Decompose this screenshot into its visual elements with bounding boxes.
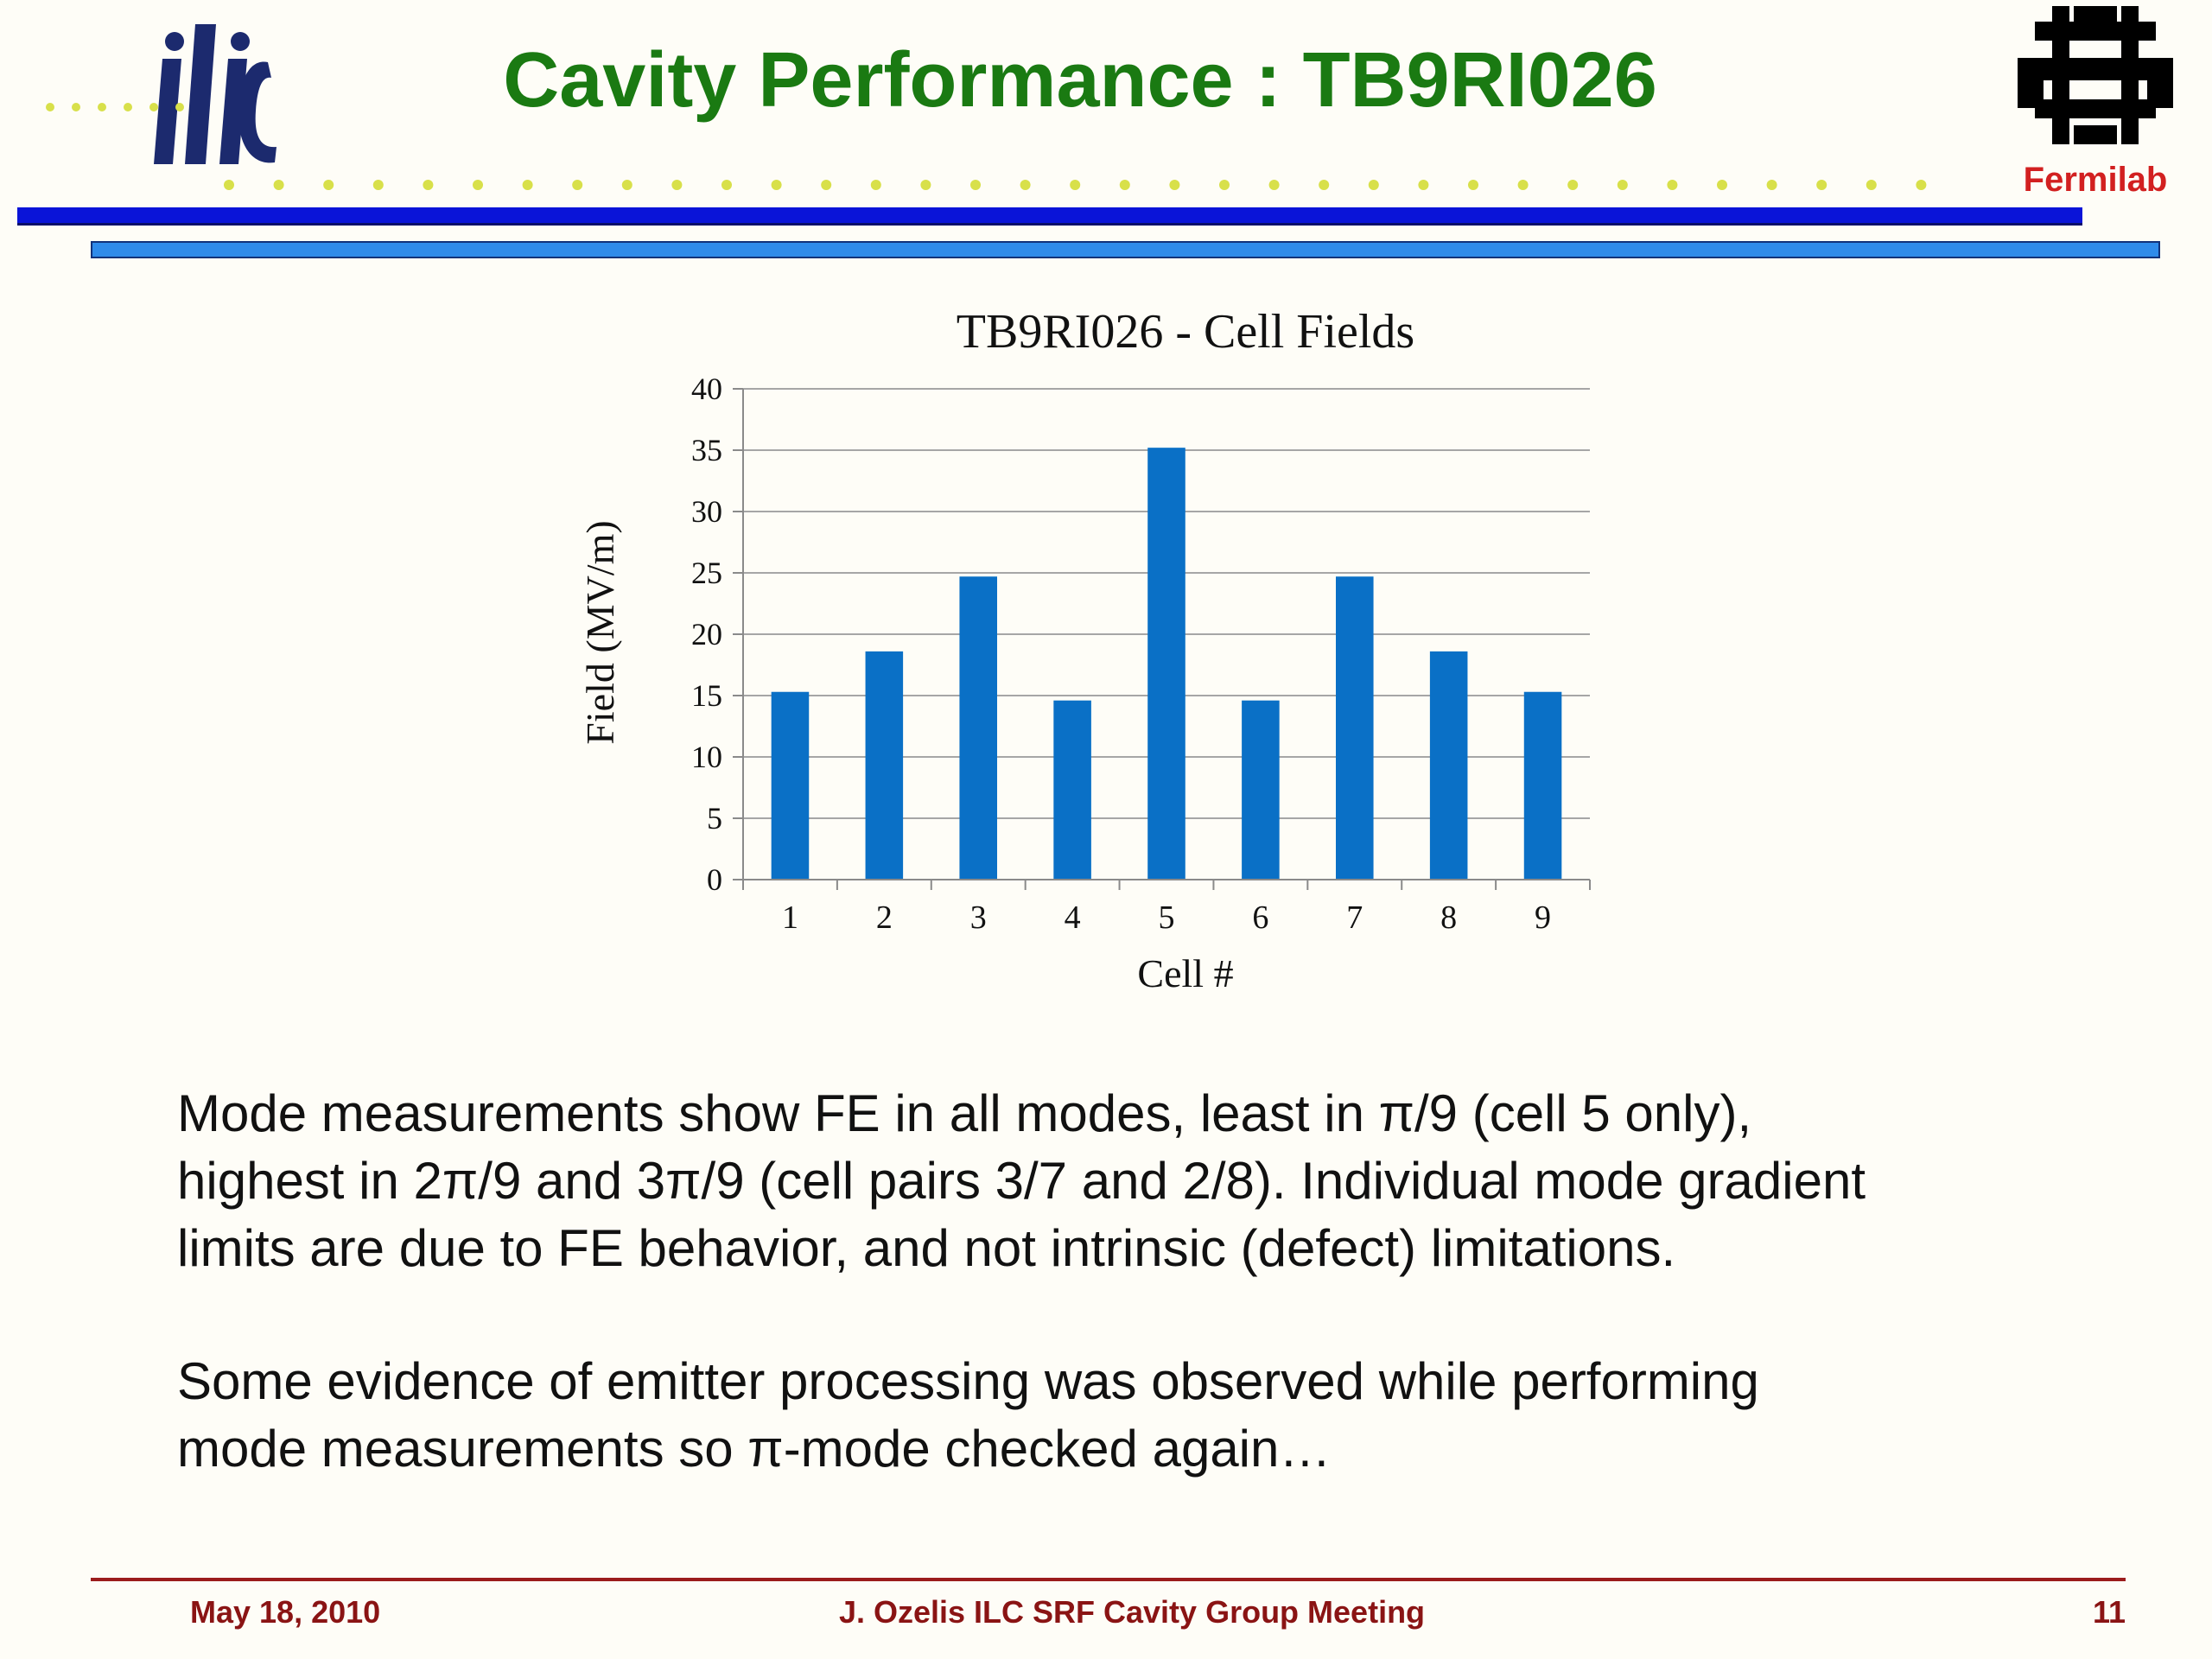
divider-dot [920,180,931,190]
footer-presenter: J. Ozelis ILC SRF Cavity Group Meeting [838,1594,1426,1630]
divider-dot [721,180,732,190]
fermilab-logo-mark [2018,6,2173,144]
body-line: Some evidence of emitter processing was … [177,1352,1759,1410]
divider-dot [1766,180,1777,190]
divider-dot [1816,180,1827,190]
divider-dot [522,180,533,190]
divider-dot [423,180,434,190]
header-divider-dark [17,207,2082,226]
footer-divider [91,1578,2126,1581]
fermilab-logo: Fermilab [1996,4,2195,199]
footer-date: May 18, 2010 [190,1594,381,1630]
y-tick-label: 0 [707,862,722,897]
x-tick-label: 9 [1535,899,1551,936]
divider-dot [1169,180,1180,190]
chart-title: TB9RI026 - Cell Fields [957,305,1414,359]
divider-dot [473,180,483,190]
y-tick-label: 20 [691,617,722,652]
divider-dot [149,103,158,111]
divider-dot [1219,180,1230,190]
chart-axes: 0 5 10 15 20 25 30 35 40 1 2 3 4 5 6 7 8 9 [691,372,1591,936]
x-tick-label: 3 [970,899,987,936]
divider-dot [970,180,981,190]
divider-dot [1916,180,1927,190]
y-tick-label: 35 [691,433,722,467]
divider-dot [572,180,583,190]
x-tick-label: 2 [876,899,893,936]
bar [771,691,810,880]
y-tick-label: 10 [691,740,722,774]
divider-dot [98,103,106,111]
divider-dot [1866,180,1877,190]
divider-dot [46,103,54,111]
bar [959,576,997,880]
divider-dot [1020,180,1031,190]
y-tick-label: 25 [691,556,722,590]
ilc-logo [154,24,276,164]
divider-dot [224,180,234,190]
x-tick-label: 7 [1346,899,1363,936]
y-tick-label: 5 [707,801,722,836]
fermilab-logo-text: Fermilab [2023,161,2168,199]
chart-x-axis-label: Cell # [1137,951,1233,995]
bar [1242,700,1280,880]
x-tick-label: 4 [1065,899,1081,936]
bar [1523,691,1562,880]
bar [1336,576,1374,880]
bar [1053,700,1091,880]
divider-dot [1070,180,1081,190]
x-tick-label: 5 [1159,899,1175,936]
header-divider-light [91,241,2160,258]
divider-dot [1119,180,1130,190]
divider-dot [870,180,881,190]
divider-dot [1319,180,1330,190]
chart-bars [771,448,1562,880]
body-paragraph-1: Mode measurements show FE in all modes, … [177,1080,2078,1282]
x-tick-label: 6 [1252,899,1268,936]
body-line: Mode measurements show FE in all modes, … [177,1084,1752,1142]
divider-dot [72,103,80,111]
bar [865,651,904,880]
divider-dot [1567,180,1579,190]
body-line: mode measurements so π-mode checked agai… [177,1420,1332,1478]
body-line: limits are due to FE behavior, and not i… [177,1219,1676,1277]
chart-y-axis-label: Field (MV/m) [578,520,622,744]
divider-dot [1468,180,1478,190]
dotted-divider [46,103,1927,190]
divider-dot [1717,180,1727,190]
divider-dot [1667,180,1678,190]
divider-dot [124,103,132,111]
y-tick-label: 30 [691,494,722,529]
cell-fields-chart: TB9RI026 - Cell Fields 05101520253035401… [578,305,1591,995]
divider-dot [273,180,284,190]
divider-dot [1268,180,1280,190]
slide-title: Cavity Performance : TB9RI026 [503,37,1657,124]
body-paragraph-2: Some evidence of emitter processing was … [177,1348,2078,1483]
y-tick-label: 15 [691,678,722,713]
divider-dot [1418,180,1429,190]
divider-dot [175,103,184,111]
divider-dot [1517,180,1529,190]
y-tick-label: 40 [691,372,722,406]
x-tick-label: 8 [1440,899,1457,936]
divider-dot [323,180,334,190]
divider-dot [821,180,832,190]
divider-dot [1617,180,1628,190]
divider-dot [1368,180,1379,190]
bar [1429,651,1468,880]
footer-page-number: 11 [2092,1594,2126,1630]
body-line: highest in 2π/9 and 3π/9 (cell pairs 3/7… [177,1152,1866,1210]
x-tick-label: 1 [782,899,798,936]
divider-dot [621,180,632,190]
divider-dot [671,180,683,190]
bar [1147,448,1185,880]
divider-dot [771,180,782,190]
divider-dot [372,180,384,190]
